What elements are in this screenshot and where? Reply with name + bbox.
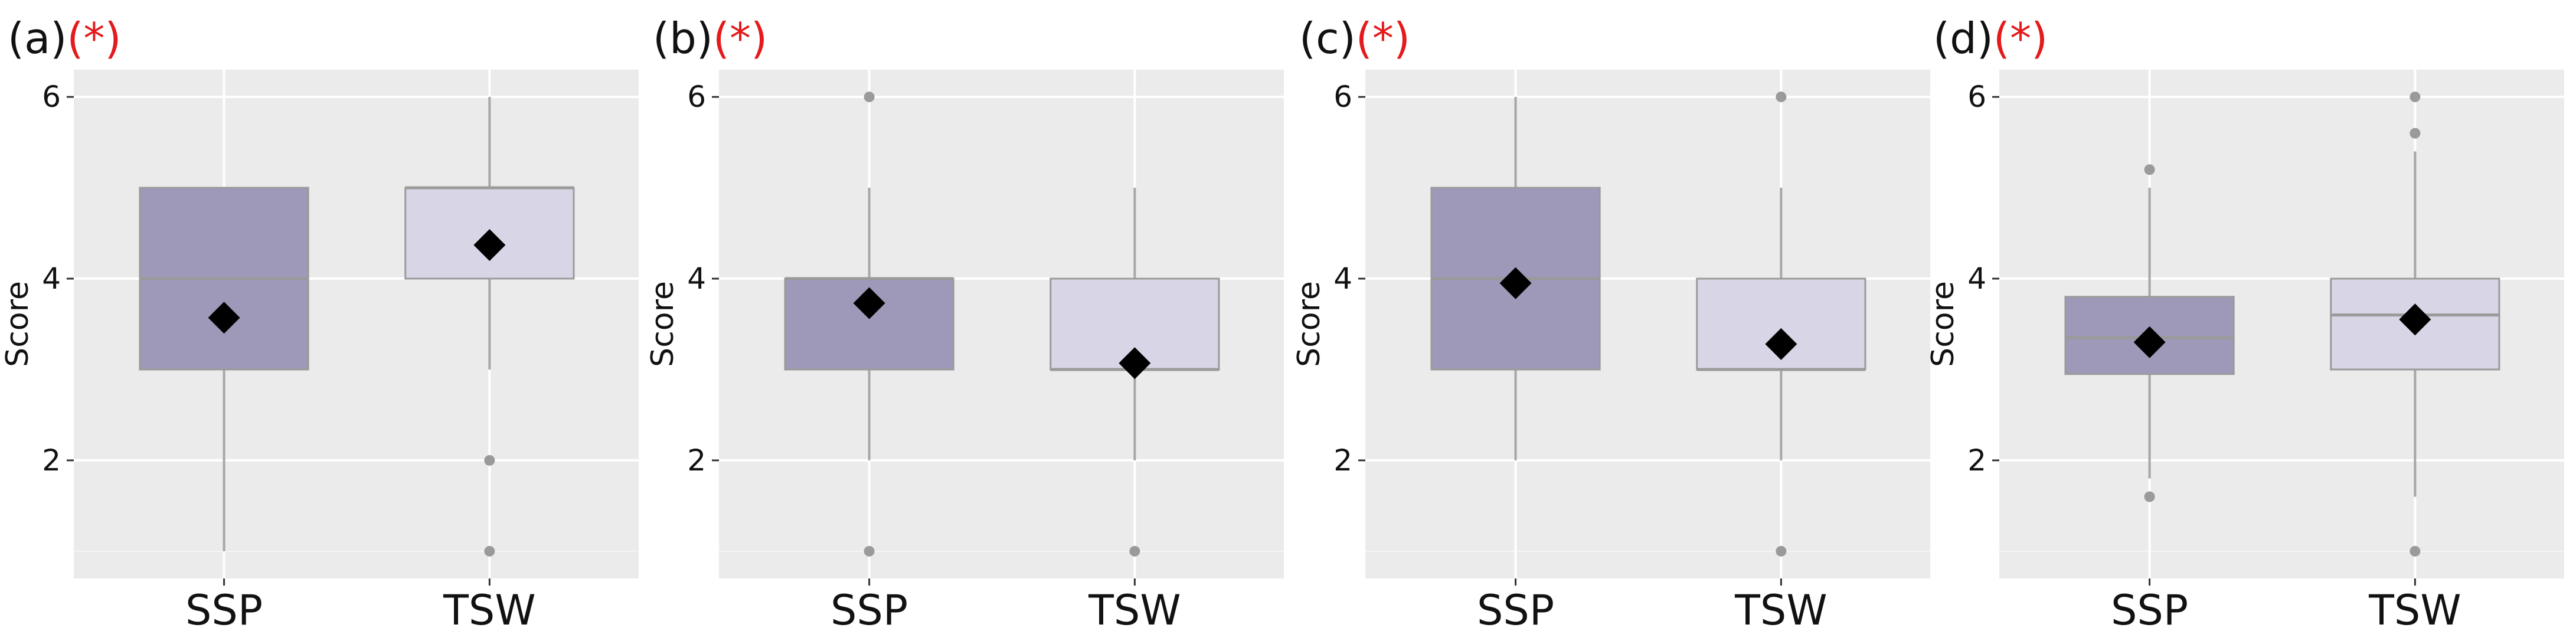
x-tick-label: TSW [2368, 586, 2461, 635]
mean-marker [1765, 328, 1797, 360]
box-ssp [2064, 164, 2235, 502]
y-tick-label: 2 [1967, 443, 1986, 478]
panel-label: (c)(*) [1299, 14, 1410, 63]
outlier-point [2410, 91, 2421, 103]
x-tick-label: TSW [1088, 586, 1181, 635]
outlier-point [484, 545, 495, 557]
panel-c: 2 4 6 SSP TSW Score (c)(*) [1292, 14, 1930, 635]
outlier-point [2144, 491, 2155, 502]
box-tsw [404, 97, 575, 557]
panel-label: (b)(*) [653, 14, 767, 63]
x-tick-label: SSP [2111, 586, 2188, 635]
panel-label: (a)(*) [8, 14, 122, 63]
x-tick-label: TSW [1734, 586, 1827, 635]
y-tick-label: 4 [687, 261, 706, 296]
box-tsw [1050, 188, 1220, 557]
significance-marker: (*) [1993, 14, 2048, 63]
panel-label: (d)(*) [1933, 14, 2048, 63]
box-ssp [784, 91, 954, 557]
y-axis-title: Score [1926, 281, 1961, 367]
y-tick-label: 2 [42, 443, 61, 478]
significance-marker: (*) [1356, 14, 1410, 63]
outlier-point [2144, 164, 2155, 175]
outlier-point [1776, 91, 1787, 103]
y-axis-title: Score [1292, 281, 1327, 367]
x-tick-label: SSP [831, 586, 908, 635]
box-tsw [2330, 91, 2500, 557]
outlier-point [2410, 545, 2421, 557]
panel-letter: (d) [1933, 14, 1993, 63]
panel-letter: (c) [1299, 14, 1356, 63]
x-tick-label: SSP [1477, 586, 1554, 635]
panel-d: 2 4 6 SSP TSW Score (d)(*) [1926, 14, 2564, 635]
mean-marker [1119, 347, 1151, 380]
box-ssp [139, 187, 309, 551]
y-tick-label: 2 [687, 443, 706, 478]
mean-marker [853, 287, 885, 319]
panel-b: 2 4 6 SSP TSW Score (b)(*) [645, 14, 1284, 635]
panel-letter: (b) [653, 14, 713, 63]
x-tick-label: SSP [185, 586, 263, 635]
significance-marker: (*) [67, 14, 121, 63]
y-tick-label: 6 [42, 80, 61, 114]
mean-marker [1499, 267, 1532, 299]
mean-marker [208, 302, 240, 334]
y-axis-title: Score [645, 281, 681, 367]
panel-letter: (a) [8, 14, 67, 63]
y-tick-label: 4 [1967, 261, 1986, 296]
mean-marker [2399, 303, 2431, 336]
y-tick-label: 6 [1967, 80, 1986, 114]
y-tick-label: 4 [42, 261, 61, 296]
mean-marker [473, 229, 506, 261]
significance-marker: (*) [713, 14, 767, 63]
mean-marker [2133, 326, 2166, 358]
outlier-point [2410, 128, 2421, 139]
outlier-point [864, 91, 875, 103]
box-ssp [1430, 97, 1601, 460]
y-tick-label: 4 [1333, 261, 1352, 296]
outlier-point [1129, 545, 1140, 557]
outlier-point [484, 455, 495, 466]
y-tick-label: 6 [687, 80, 706, 114]
x-tick-label: TSW [443, 586, 535, 635]
y-tick-label: 2 [1333, 443, 1352, 478]
panel-a: 2 4 6 SSP TSW Score (a)(*) [0, 14, 639, 635]
y-axis-title: Score [0, 281, 35, 367]
box-tsw [1696, 91, 1866, 557]
y-tick-label: 6 [1333, 80, 1352, 114]
outlier-point [1776, 545, 1787, 557]
outlier-point [864, 545, 875, 557]
